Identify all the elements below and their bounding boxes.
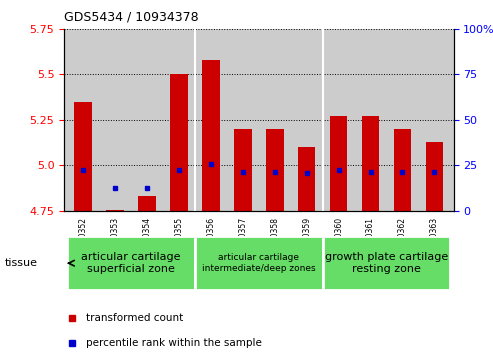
Bar [195,236,323,290]
Text: articular cartilage
intermediate/deep zones: articular cartilage intermediate/deep zo… [202,253,316,273]
Bar [266,129,283,211]
Bar [425,142,443,211]
Text: growth plate cartilage
resting zone: growth plate cartilage resting zone [325,252,448,274]
Bar [202,60,220,211]
Bar [362,116,379,211]
Bar [323,236,451,290]
Text: percentile rank within the sample: percentile rank within the sample [86,338,262,348]
Bar [139,196,156,211]
Bar [170,74,188,211]
Bar [330,116,348,211]
Text: transformed count: transformed count [86,313,183,323]
Text: tissue: tissue [5,258,38,268]
Text: GDS5434 / 10934378: GDS5434 / 10934378 [64,11,199,24]
Bar [67,236,195,290]
Bar [394,129,411,211]
Bar [234,129,251,211]
Bar [106,209,124,211]
Text: articular cartilage
superficial zone: articular cartilage superficial zone [81,252,181,274]
Bar [298,147,316,211]
Bar [74,102,92,211]
